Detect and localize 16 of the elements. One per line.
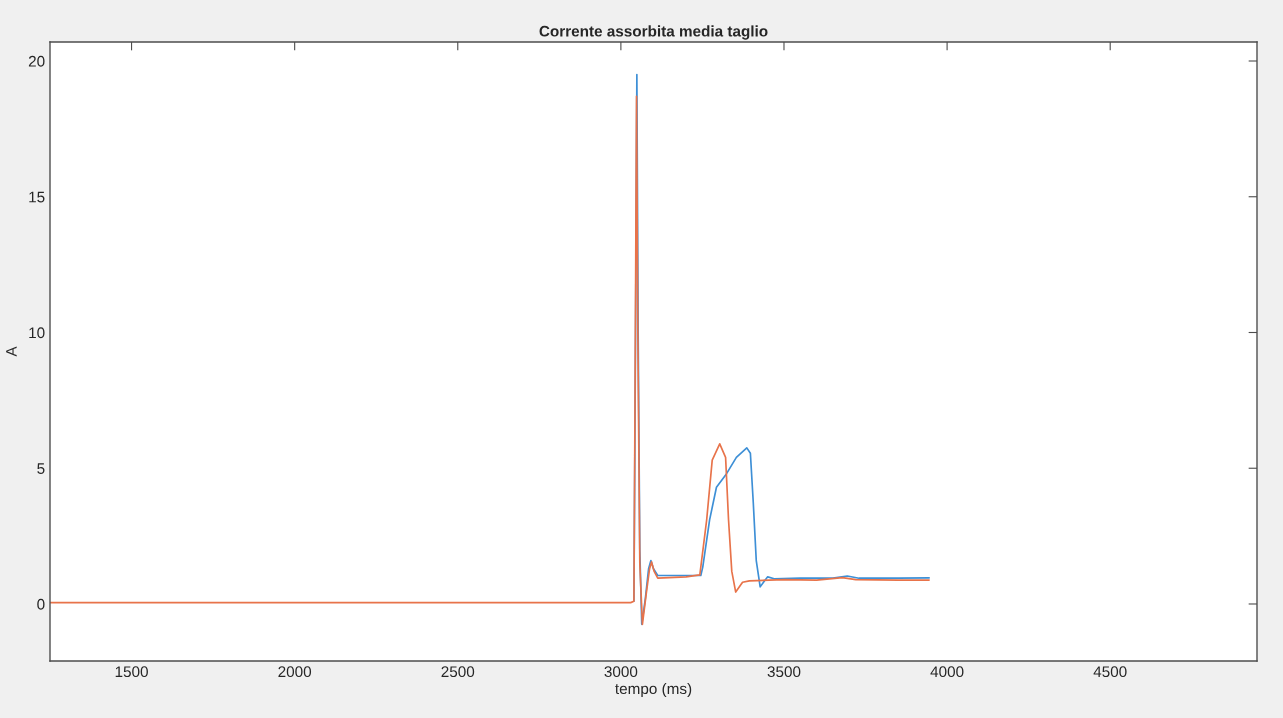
y-tick-label: 5: [37, 463, 45, 474]
y-axis-title: A: [6, 346, 17, 357]
x-tick-label: 2000: [278, 666, 312, 678]
x-tick-label: 3500: [767, 666, 801, 678]
x-tick-label: 4000: [930, 666, 964, 678]
y-tick-label: 20: [28, 55, 45, 67]
x-tick-label: 2500: [441, 666, 475, 678]
y-tick-label: 0: [37, 598, 45, 610]
y-tick-label: 10: [29, 327, 45, 339]
x-tick-label: 3000: [604, 666, 638, 678]
x-tick-label: 4500: [1093, 666, 1127, 678]
line-series: [50, 95, 930, 626]
chart-title: Corrente assorbita media taglio: [539, 25, 768, 40]
y-tick-label: 15: [29, 191, 45, 203]
x-axis-title: tempo (ms): [615, 682, 692, 698]
x-tick-label: 1500: [115, 666, 148, 678]
